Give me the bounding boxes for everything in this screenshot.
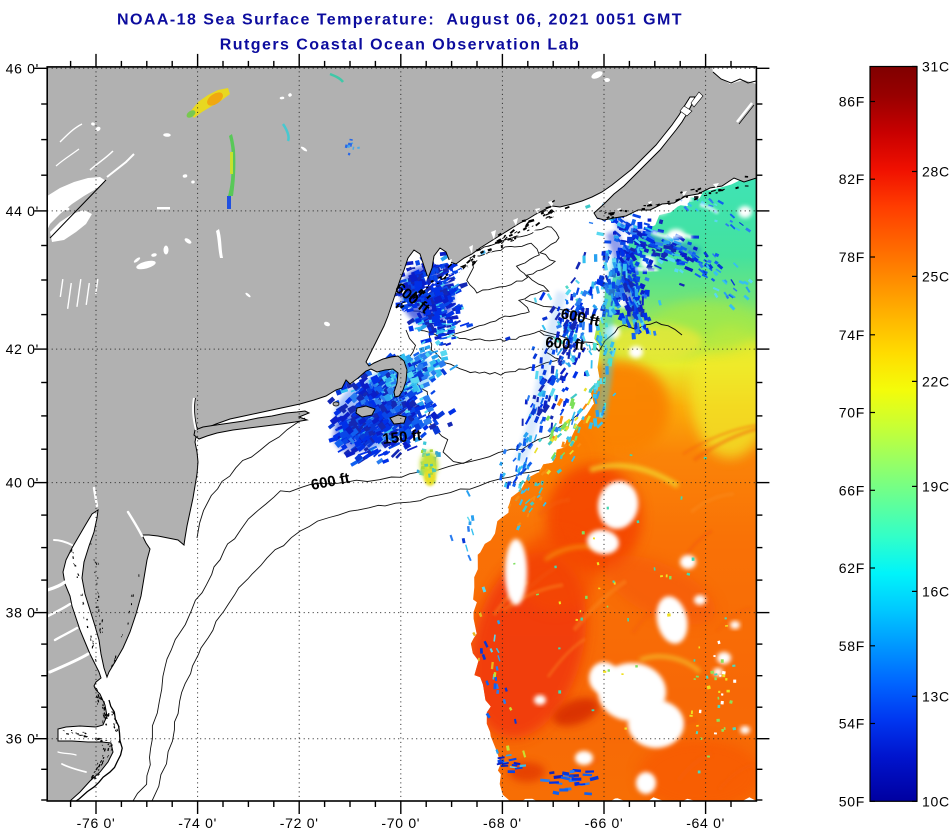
svg-text:70F: 70F: [839, 405, 865, 421]
svg-text:-70 0': -70 0': [381, 815, 420, 831]
svg-text:-74 0': -74 0': [178, 815, 217, 831]
svg-text:22C: 22C: [922, 373, 950, 389]
svg-text:66F: 66F: [839, 482, 865, 498]
svg-text:28C: 28C: [922, 164, 950, 180]
svg-text:25C: 25C: [922, 268, 950, 284]
svg-text:NOAA-18 Sea Surface Temperatur: NOAA-18 Sea Surface Temperature: August …: [117, 12, 683, 29]
svg-text:44 0': 44 0': [6, 203, 39, 219]
svg-text:-66 0': -66 0': [585, 815, 624, 831]
svg-text:38 0': 38 0': [6, 605, 39, 621]
svg-text:86F: 86F: [839, 94, 865, 110]
svg-text:31C: 31C: [922, 59, 950, 75]
svg-text:46 0': 46 0': [6, 60, 39, 76]
svg-text:62F: 62F: [839, 560, 865, 576]
svg-text:-64 0': -64 0': [686, 815, 725, 831]
svg-text:36 0': 36 0': [6, 731, 39, 747]
svg-text:58F: 58F: [839, 638, 865, 654]
svg-text:-68 0': -68 0': [483, 815, 522, 831]
svg-text:Rutgers Coastal Ocean Observat: Rutgers Coastal Ocean Observation Lab: [220, 37, 580, 54]
svg-text:-76 0': -76 0': [77, 815, 116, 831]
svg-text:600 ft: 600 ft: [545, 334, 586, 354]
svg-text:16C: 16C: [922, 583, 950, 599]
svg-text:42 0': 42 0': [6, 341, 39, 357]
svg-text:19C: 19C: [922, 478, 950, 494]
svg-text:78F: 78F: [839, 249, 865, 265]
svg-text:10C: 10C: [922, 793, 950, 809]
svg-text:50F: 50F: [839, 793, 865, 809]
svg-text:54F: 54F: [839, 716, 865, 732]
svg-text:-72 0': -72 0': [280, 815, 319, 831]
svg-text:74F: 74F: [839, 327, 865, 343]
svg-text:150 ft: 150 ft: [382, 427, 423, 448]
svg-text:13C: 13C: [922, 688, 950, 704]
svg-text:82F: 82F: [839, 171, 865, 187]
svg-text:40 0': 40 0': [6, 475, 39, 491]
